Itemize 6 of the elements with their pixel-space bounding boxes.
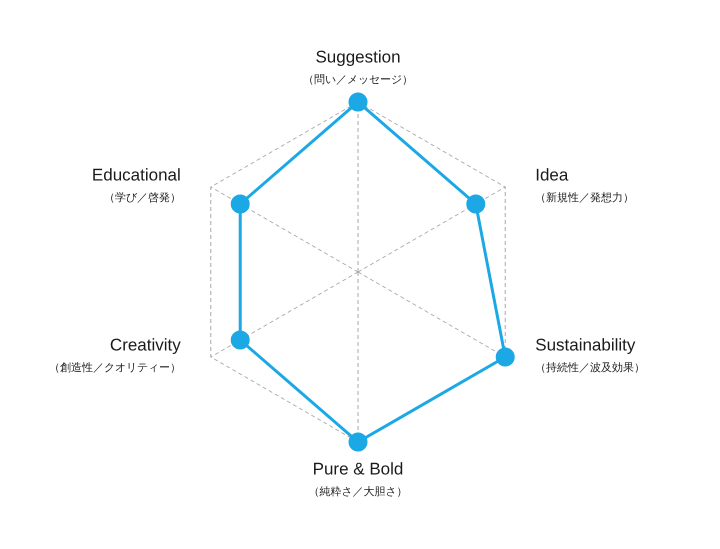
spoke-label: Pure & Bold （純粋さ／大胆さ） <box>308 460 408 498</box>
spoke-label: Creativity （創造性／クオリティー） <box>48 336 182 374</box>
spoke-label: Sustainability （持続性／波及効果） <box>535 336 646 374</box>
spoke-label: Suggestion （問い／メッセージ） <box>303 48 413 86</box>
spoke-label: Educational （学び／啓発） <box>92 166 181 204</box>
spoke-label: Idea （新規性／発想力） <box>535 166 634 204</box>
